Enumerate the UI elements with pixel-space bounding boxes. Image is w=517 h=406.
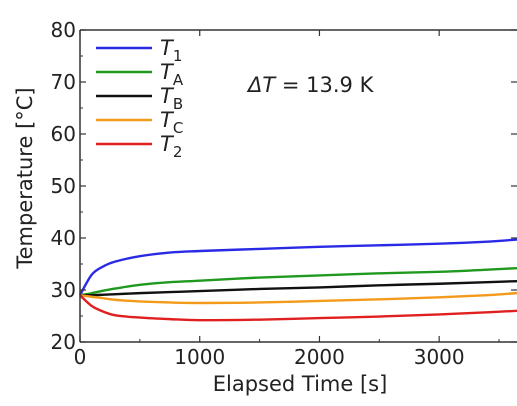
legend-label: TC — [160, 108, 183, 137]
legend-item-ta: TA — [96, 60, 184, 89]
y-tick-label: 40 — [51, 226, 76, 250]
series-line-t1 — [78, 238, 517, 296]
series-line-tb — [79, 279, 517, 297]
series-layer — [78, 238, 517, 322]
legend-item-t2: T2 — [96, 132, 182, 161]
x-tick-label: 0 — [74, 345, 87, 369]
legend-label: TB — [160, 84, 183, 113]
y-axis-label: Temperature [°C] — [13, 87, 37, 269]
x-axis-label: Elapsed Time [s] — [213, 372, 388, 396]
y-tick-label: 20 — [51, 330, 76, 354]
legend-item-tb: TB — [96, 84, 183, 113]
axis-layer: 20 30 40 50 60 70 80 0 1000 2000 3000 — [51, 18, 517, 369]
delta-t-annotation: ΔT = 13.9 K — [246, 73, 375, 97]
legend-label: T2 — [160, 132, 182, 161]
y-tick-label: 30 — [51, 278, 76, 302]
y-tick-label: 50 — [51, 174, 76, 198]
y-tick-label: 60 — [51, 122, 76, 146]
series-line-tc — [79, 291, 517, 305]
x-tick-label: 1000 — [174, 345, 225, 369]
legend-item-tc: TC — [96, 108, 183, 137]
y-tick-label: 80 — [51, 18, 76, 42]
legend-item-t1: T1 — [96, 36, 182, 65]
series-line-ta — [79, 266, 517, 297]
legend-label: T1 — [160, 36, 182, 65]
x-tick-label: 2000 — [294, 345, 345, 369]
series-line-t2 — [79, 294, 517, 322]
y-tick-label: 70 — [51, 70, 76, 94]
legend-label: TA — [160, 60, 184, 89]
x-tick-label: 3000 — [414, 345, 465, 369]
